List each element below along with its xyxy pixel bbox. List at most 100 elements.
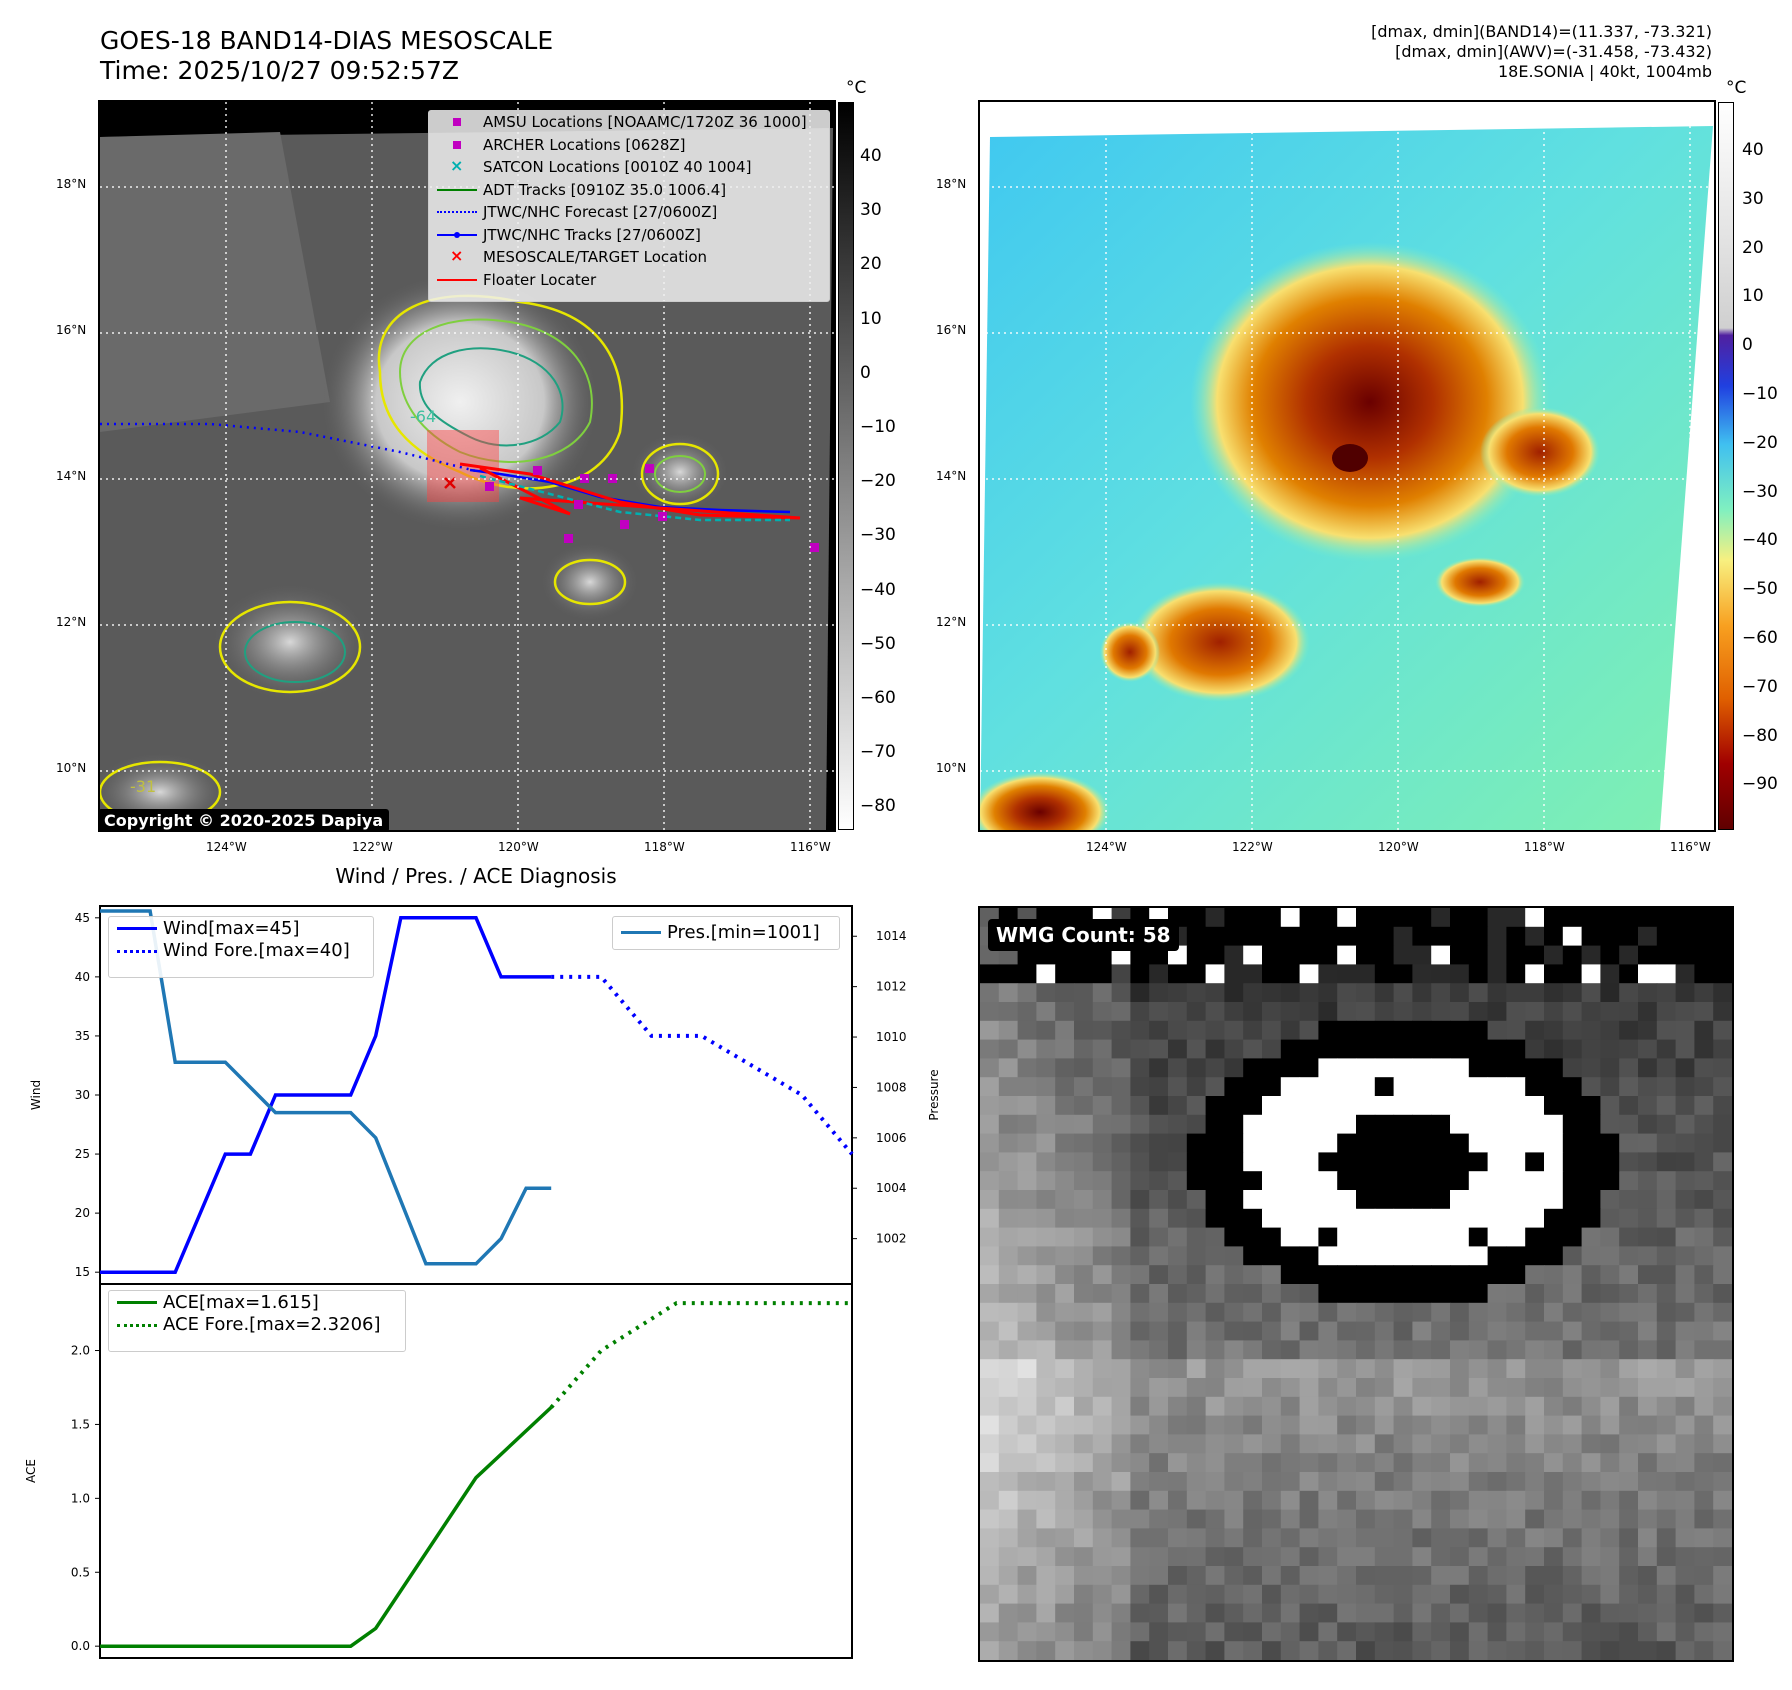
wmg-pixel — [1675, 1039, 1695, 1059]
wmg-pixel — [1506, 1641, 1526, 1660]
lon-label: 116°W — [790, 840, 831, 854]
wmg-pixel — [1168, 1020, 1188, 1041]
colorbar-tick: −20 — [1742, 432, 1778, 453]
wmg-pixel — [1130, 1190, 1150, 1210]
wmg-pixel — [1055, 964, 1075, 984]
wmg-pixel — [1450, 964, 1470, 984]
wmg-pixel — [1243, 1622, 1263, 1642]
wmg-pixel — [980, 1114, 1000, 1135]
wmg-pixel — [1581, 1133, 1601, 1153]
wmg-pixel — [1074, 1114, 1094, 1135]
wmg-pixel — [1168, 1378, 1188, 1398]
wmg-pixel — [1055, 1020, 1075, 1041]
wmg-pixel — [1431, 1490, 1451, 1511]
wmg-pixel — [1337, 1302, 1357, 1323]
wmg-pixel — [1280, 908, 1301, 928]
wmg-pixel — [1017, 1114, 1037, 1135]
wmg-pixel — [1638, 1528, 1658, 1548]
wmg-pixel — [1450, 1584, 1470, 1605]
wmg-pixel — [1130, 1114, 1150, 1135]
wmg-pixel — [1713, 1453, 1732, 1473]
wmg-pixel — [1205, 1566, 1225, 1586]
wmg-pixel — [1468, 964, 1489, 984]
wmg-pixel — [1149, 1077, 1169, 1097]
wmg-pixel — [1656, 1528, 1677, 1548]
wmg-pixel — [1280, 1509, 1301, 1529]
wmg-pixel — [1356, 1603, 1376, 1623]
wmg-pixel — [1337, 1434, 1357, 1454]
wmg-pixel — [1506, 1133, 1526, 1153]
wmg-pixel — [1431, 1434, 1451, 1454]
wmg-pixel — [1431, 1208, 1451, 1229]
wmg-pixel — [1356, 1133, 1376, 1153]
wmg-pixel — [1186, 1359, 1207, 1379]
wmg-pixel — [1713, 1020, 1732, 1041]
wmg-pixel — [1600, 964, 1620, 984]
wmg-pixel — [1092, 1472, 1113, 1492]
wmg-pixel — [1638, 1020, 1658, 1041]
wmg-pixel — [1149, 1584, 1169, 1605]
ace-axis-label: ACE — [24, 1459, 38, 1483]
wmg-pixel — [980, 1509, 1000, 1529]
wmg-pixel — [1412, 1227, 1432, 1247]
wmg-pixel — [1356, 1584, 1376, 1605]
wmg-pixel — [1318, 945, 1338, 965]
wmg-pixel — [1280, 1603, 1301, 1623]
wmg-pixel — [1487, 1509, 1507, 1529]
wmg-pixel — [1036, 1096, 1056, 1116]
wmg-pixel — [1168, 1227, 1188, 1247]
wmg-pixel — [1243, 1396, 1263, 1417]
wmg-pixel — [1262, 1077, 1282, 1097]
wmg-pixel — [1280, 1566, 1301, 1586]
wmg-pixel — [1224, 1321, 1244, 1341]
wmg-pixel — [1525, 983, 1545, 1003]
color-colorbar-unit: °C — [1726, 78, 1747, 98]
wmg-pixel — [1694, 908, 1714, 928]
wmg-pixel — [1450, 1246, 1470, 1266]
wmg-pixel — [1506, 1114, 1526, 1135]
wmg-pixel — [998, 1509, 1019, 1529]
wmg-pixel — [1168, 1133, 1188, 1153]
wmg-pixel — [1262, 1058, 1282, 1078]
wmg-pixel — [1506, 1509, 1526, 1529]
wmg-pixel — [1337, 1058, 1357, 1078]
wmg-pixel — [1412, 1058, 1432, 1078]
wmg-pixel — [1638, 1246, 1658, 1266]
wmg-pixel — [1600, 1096, 1620, 1116]
wmg-pixel — [1036, 1622, 1056, 1642]
wmg-pixel — [1318, 1284, 1338, 1304]
wmg-pixel — [1055, 1077, 1075, 1097]
ace-fore-legend-line — [117, 1318, 157, 1332]
wmg-pixel — [1280, 1359, 1301, 1379]
wmg-pixel — [1619, 1566, 1639, 1586]
wmg-pixel — [1638, 1434, 1658, 1454]
wmg-pixel — [1299, 1566, 1319, 1586]
wmg-pixel — [1412, 1509, 1432, 1529]
wmg-pixel — [1262, 1434, 1282, 1454]
wmg-pixel — [1544, 1096, 1564, 1116]
wmg-pixel — [1525, 1378, 1545, 1398]
wmg-pixel — [1074, 1641, 1094, 1660]
wmg-pixel — [980, 1566, 1000, 1586]
wmg-pixel — [1243, 1114, 1263, 1135]
wmg-pixel — [1224, 1622, 1244, 1642]
wmg-pixel — [1074, 1190, 1094, 1210]
wmg-pixel — [1356, 945, 1376, 965]
wmg-pixel — [1299, 1190, 1319, 1210]
wmg-pixel — [1600, 1434, 1620, 1454]
wmg-pixel — [1694, 1340, 1714, 1360]
wmg-pixel — [1111, 1002, 1131, 1022]
wmg-pixel — [1374, 1622, 1395, 1642]
wmg-pixel — [1055, 1208, 1075, 1229]
lat-label: 18°N — [56, 177, 87, 191]
wmg-pixel — [1092, 1528, 1113, 1548]
ace-y-tick-label: 2.0 — [71, 1344, 90, 1358]
wmg-pixel — [1638, 1641, 1658, 1660]
wmg-pixel — [1412, 1566, 1432, 1586]
wmg-pixel — [1656, 1114, 1677, 1135]
wmg-pixel — [1074, 1622, 1094, 1642]
wmg-pixel — [1036, 1340, 1056, 1360]
wmg-pixel — [1149, 1114, 1169, 1135]
wmg-pixel — [1544, 908, 1564, 928]
colorbar-tick: 40 — [860, 146, 882, 166]
